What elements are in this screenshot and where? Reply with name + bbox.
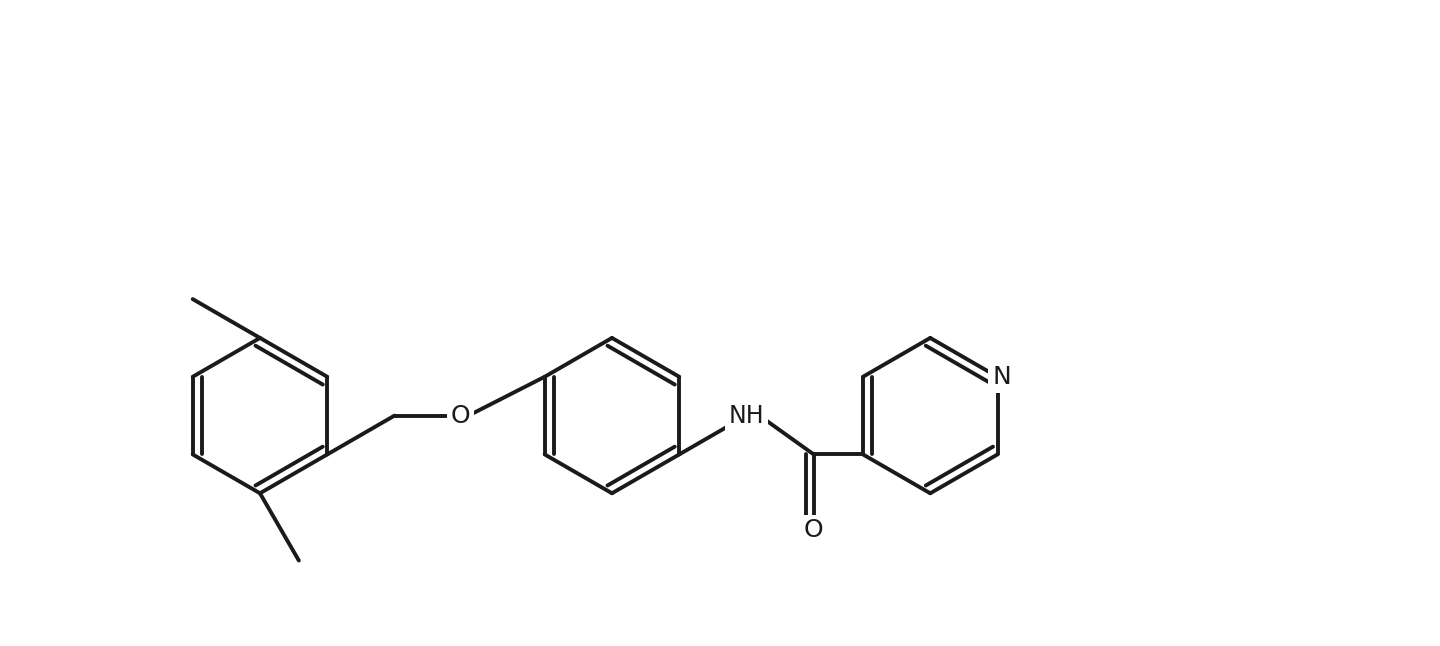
Text: O: O [804, 518, 824, 543]
Text: N: N [992, 365, 1011, 389]
Text: NH: NH [729, 404, 765, 428]
Text: O: O [451, 404, 471, 428]
